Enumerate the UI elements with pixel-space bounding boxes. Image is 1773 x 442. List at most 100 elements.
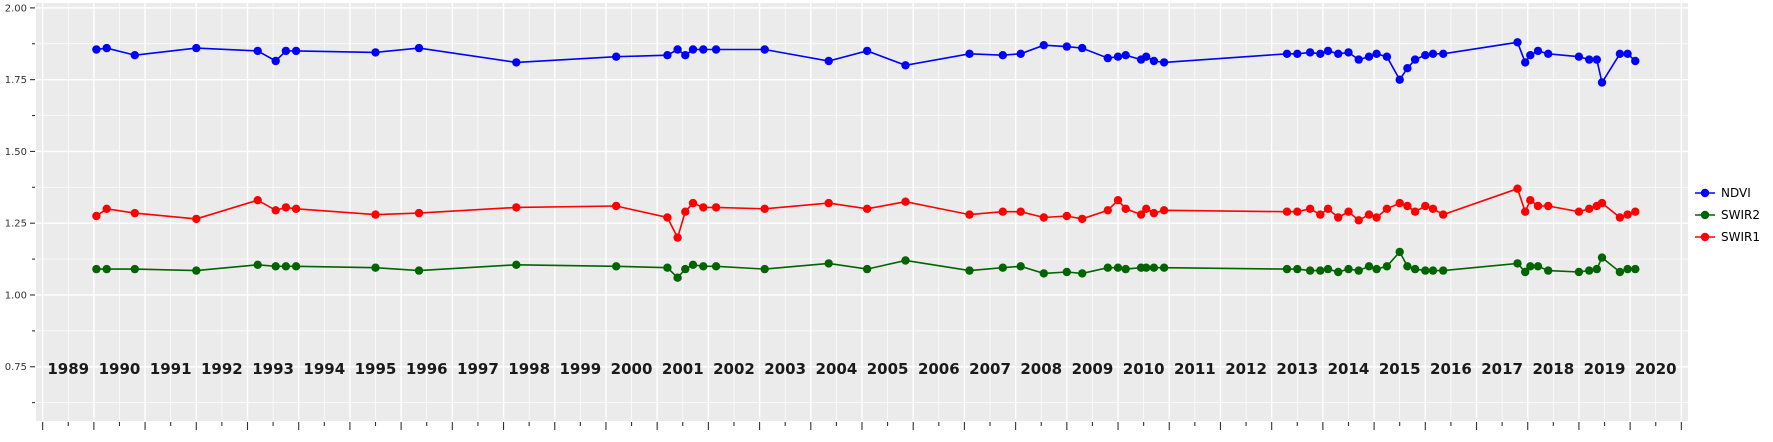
data-point [1439, 210, 1448, 219]
data-point [688, 198, 698, 208]
x-tick-label: 1992 [201, 360, 243, 378]
x-tick-label: 1994 [303, 360, 345, 378]
data-point [1526, 51, 1535, 60]
x-tick-label: 2010 [1123, 360, 1165, 378]
x-tick-label: 1989 [47, 360, 89, 378]
data-point [192, 214, 201, 224]
data-point [281, 262, 291, 271]
data-point [1062, 211, 1072, 221]
data-point [512, 58, 521, 67]
legend-label: SWIR1 [1721, 230, 1760, 244]
data-point [673, 45, 682, 54]
data-point [1382, 52, 1392, 61]
data-point [862, 46, 872, 56]
x-tick-label: 1999 [559, 360, 601, 378]
x-axis-labels: 1989 1990 1991 1992 1993 1994 1995 1996 1997 1998… [47, 360, 1676, 378]
data-point [1282, 49, 1292, 58]
data-point [253, 260, 262, 269]
data-point [1592, 55, 1602, 64]
y-tick-label: 2.00 [5, 3, 27, 14]
data-point [1631, 207, 1640, 216]
data-point [371, 263, 380, 272]
x-tick-label: 2011 [1174, 360, 1216, 378]
data-point [1334, 267, 1343, 277]
data-point [1016, 207, 1025, 216]
data-point [663, 263, 672, 272]
x-tick-label: 2016 [1430, 360, 1472, 378]
y-axis-ticks [30, 7, 35, 404]
x-tick-label: 2008 [1020, 360, 1062, 378]
data-point [1293, 264, 1302, 274]
data-point [1395, 75, 1404, 84]
data-point [663, 213, 672, 222]
x-tick-label: 2007 [969, 360, 1011, 378]
x-tick-label: 2012 [1225, 360, 1267, 378]
x-tick-label: 2009 [1072, 360, 1114, 378]
data-point [1159, 58, 1169, 67]
data-point [1403, 201, 1412, 211]
data-point [102, 204, 111, 213]
data-point [1421, 51, 1430, 60]
x-tick-label: 2015 [1379, 360, 1421, 378]
data-point [92, 264, 101, 274]
data-point [1016, 49, 1025, 58]
x-tick-label: 1995 [355, 360, 397, 378]
data-point [1592, 264, 1602, 274]
data-point [699, 45, 708, 54]
data-point [271, 206, 280, 215]
y-tick-label: 1.00 [5, 290, 27, 301]
data-point [1136, 210, 1146, 219]
data-point [1354, 216, 1363, 225]
data-point [1533, 201, 1543, 211]
data-point [1354, 266, 1363, 275]
major-gridlines [36, 3, 1688, 421]
data-point [281, 203, 291, 212]
data-point [1410, 207, 1420, 216]
x-tick-label: 2018 [1532, 360, 1574, 378]
data-point [1526, 196, 1535, 205]
data-point [1364, 210, 1374, 219]
data-point [663, 51, 672, 60]
data-point [1334, 213, 1343, 222]
data-point [1395, 198, 1404, 208]
data-point [1623, 49, 1632, 58]
data-point [1615, 49, 1625, 58]
data-point [1428, 204, 1438, 213]
data-point [998, 207, 1007, 216]
y-axis-labels: 2.00 1.75 1.50 1.25 1.00 0.75 [5, 3, 27, 373]
data-point [1323, 264, 1333, 274]
data-point [1323, 204, 1333, 213]
data-point [271, 262, 280, 271]
data-point [681, 264, 690, 274]
data-point [1316, 49, 1325, 58]
x-tick-label: 2000 [611, 360, 653, 378]
data-point [760, 264, 769, 274]
data-point [1039, 41, 1049, 50]
data-point [1305, 48, 1315, 57]
data-point [1513, 184, 1522, 193]
data-point [1533, 262, 1543, 271]
data-point [1103, 53, 1113, 63]
data-point [1121, 51, 1130, 60]
data-point [824, 259, 833, 268]
data-point [1403, 63, 1412, 73]
data-point [1574, 267, 1584, 277]
data-point [681, 51, 690, 60]
data-point [1574, 52, 1584, 61]
y-tick-label: 0.75 [5, 362, 27, 373]
data-point [862, 204, 872, 213]
y-tick-label: 1.25 [5, 219, 27, 230]
data-point [1113, 196, 1123, 205]
legend-label: SWIR2 [1721, 208, 1760, 222]
x-tick-label: 2001 [662, 360, 704, 378]
data-point [1615, 267, 1625, 277]
data-point [281, 46, 291, 56]
x-tick-label: 1990 [99, 360, 141, 378]
data-point [130, 51, 139, 60]
data-point [1631, 56, 1640, 66]
data-point [1513, 259, 1522, 268]
data-point [1062, 267, 1072, 277]
data-point [1597, 78, 1607, 87]
data-point [1344, 48, 1353, 57]
x-tick-label: 2013 [1276, 360, 1318, 378]
